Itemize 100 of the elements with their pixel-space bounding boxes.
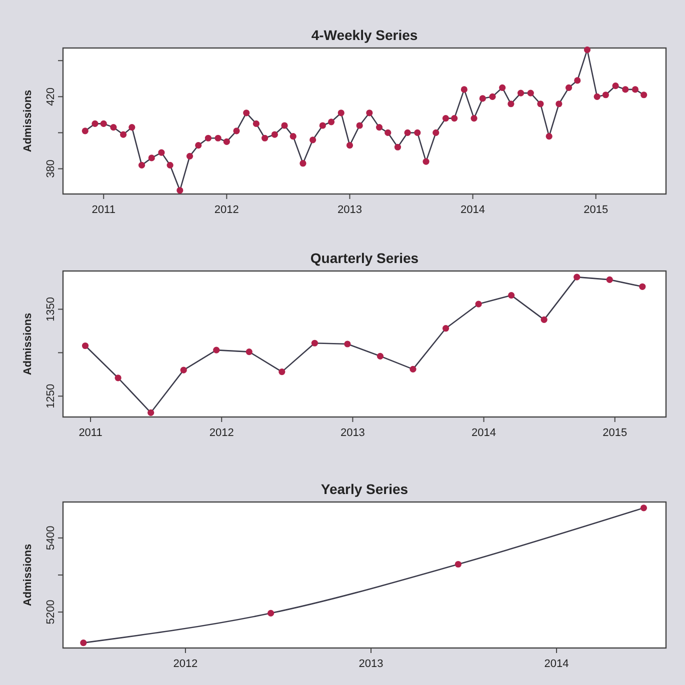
point [640,92,648,98]
point [290,133,296,140]
point [82,342,89,350]
point [594,93,600,100]
point [311,340,318,346]
point [356,122,363,129]
point [499,84,506,91]
point [527,90,534,96]
point [489,93,496,100]
point [540,316,548,323]
point [537,100,544,108]
point [632,86,639,93]
point [479,95,486,102]
point [546,133,552,140]
point [120,131,127,138]
point [233,128,240,134]
point [310,136,316,144]
point [508,100,514,108]
point [344,340,351,348]
y-tick-label: 5200 [45,600,57,624]
point [204,134,212,142]
point [166,162,174,168]
point [376,352,384,360]
x-tick-label: 2015 [602,427,628,439]
point [278,368,286,376]
y-axis-title: Admissions [22,90,34,152]
chart-title: Quarterly Series [310,250,419,266]
point [640,504,648,512]
point [328,118,335,126]
point [556,100,562,108]
point [158,149,165,156]
point [410,366,416,372]
point [460,86,468,93]
point [262,134,268,142]
point [268,610,274,616]
point [110,124,117,131]
x-tick-label: 2013 [340,427,365,439]
point [195,142,202,149]
point [470,114,478,122]
point [602,92,609,98]
point [243,110,250,116]
point [584,46,591,54]
point [281,122,288,129]
point [338,110,344,116]
point [639,283,646,290]
x-tick-label: 2012 [209,427,234,439]
point [442,114,450,122]
point [384,129,392,136]
point [606,276,613,283]
point [414,129,421,136]
point [565,84,572,91]
y-axis-title: Admissions [22,312,34,376]
point [432,129,440,136]
point [246,348,252,356]
point [622,86,629,93]
point [271,131,278,138]
point [517,90,524,96]
x-tick-label: 2012 [173,658,198,670]
point [475,300,482,308]
point [454,560,462,568]
y-tick-label: 380 [45,160,57,178]
x-tick-label: 2014 [544,658,569,670]
point [223,138,230,146]
x-tick-label: 2014 [460,204,486,216]
x-tick-label: 2014 [472,427,496,439]
point [128,124,136,131]
y-tick-label: 420 [45,87,57,106]
point [252,120,260,128]
point [214,134,222,142]
point [148,154,155,162]
point [100,120,107,128]
point [138,162,146,168]
point [451,114,458,122]
point [508,292,515,299]
point [213,346,220,354]
point [422,158,430,165]
point [186,152,194,160]
y-tick-label: 1350 [45,296,57,322]
point [300,160,306,167]
point [574,77,581,84]
y-axis-title: Admissions [22,544,34,606]
point [180,366,187,374]
point [114,374,122,382]
x-tick-label: 2013 [337,204,362,216]
x-tick-label: 2011 [92,204,116,216]
point [148,409,154,416]
point [366,110,373,116]
x-tick-label: 2013 [358,658,384,670]
chart-title: 4-Weekly Series [311,27,418,43]
chart-title: Yearly Series [320,481,408,497]
point [80,640,87,646]
point [404,129,411,136]
point [319,122,326,129]
point [92,120,98,128]
point [612,82,619,90]
point [442,325,450,332]
x-tick-label: 2012 [214,204,239,216]
x-tick-label: 2015 [584,204,608,216]
y-tick-label: 1250 [45,384,57,408]
point [574,274,580,280]
